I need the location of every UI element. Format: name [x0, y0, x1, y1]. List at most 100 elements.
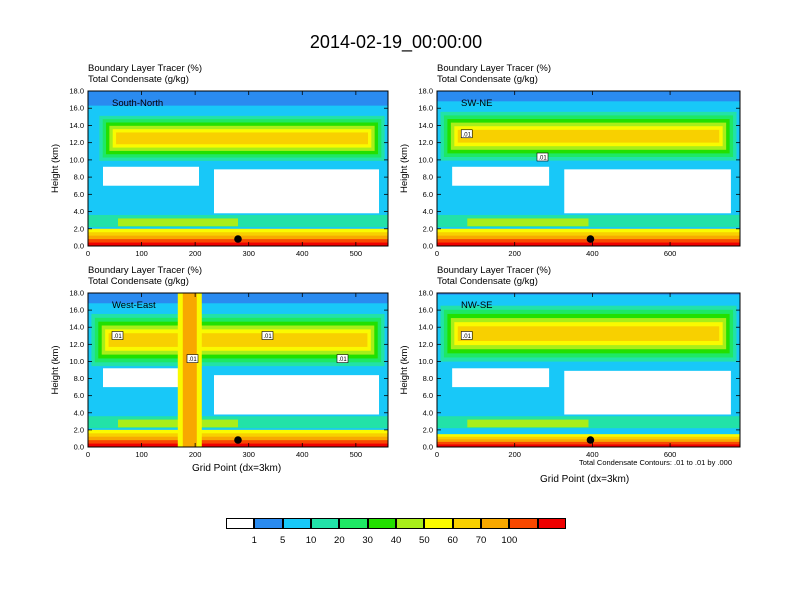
colorbar-swatch: [226, 518, 255, 529]
x-axis-title-right: Grid Point (dx=3km): [540, 474, 630, 485]
y-tick-label: 10.0: [69, 357, 84, 366]
upper-band-level: [457, 129, 720, 143]
colorbar-label: 1: [251, 535, 257, 546]
top-band: [437, 91, 740, 102]
colorbar-swatch: [537, 518, 566, 529]
y-tick-label: 10.0: [418, 155, 433, 164]
y-tick-label: 18.0: [69, 289, 84, 298]
panel-title-nwse-1: Boundary Layer Tracer (%): [437, 265, 552, 276]
x-tick-label: 0: [435, 249, 439, 258]
top-band: [88, 91, 388, 106]
location-marker: [586, 235, 595, 243]
y-tick-label: 6.0: [74, 391, 84, 400]
y-tick-label: 12.0: [418, 340, 433, 349]
clear-air-gap: [564, 370, 731, 415]
cross-section-label: South-North: [112, 98, 163, 109]
y-tick-label: 10.0: [418, 357, 433, 366]
y-tick-label: 2.0: [423, 224, 433, 233]
contour-label-box: [336, 354, 349, 363]
cross-section-label: NW-SE: [461, 300, 493, 311]
x-tick-label: 0: [86, 450, 90, 459]
x-tick-label: 600: [664, 249, 677, 258]
y-tick-label: 16.0: [69, 306, 84, 315]
y-tick-label: 4.0: [74, 207, 84, 216]
convective-column-core: [182, 293, 197, 447]
y-tick-label: 14.0: [69, 323, 84, 332]
colorbar-swatch: [481, 518, 510, 529]
y-axis-title: Height (km): [399, 144, 410, 193]
y-tick-label: 12.0: [69, 340, 84, 349]
clear-air-gap-left: [103, 368, 199, 388]
contour-label-box: [536, 152, 549, 162]
y-tick-label: 8.0: [74, 374, 84, 383]
field-layer: [88, 91, 388, 246]
x-tick-label: 200: [189, 450, 202, 459]
y-tick-label: 18.0: [418, 289, 433, 298]
contour-label: .01: [463, 334, 472, 340]
boundary-layer-level: [88, 242, 388, 246]
y-tick-label: 2.0: [423, 425, 433, 434]
contour-label: .01: [338, 357, 347, 363]
colorbar-label: 40: [390, 535, 402, 546]
field-layer: [437, 293, 740, 447]
plot-frame: [436, 90, 741, 247]
colorbar-label: 20: [334, 535, 345, 546]
y-tick-label: 0.0: [74, 242, 84, 251]
cross-section-label: SW-NE: [461, 98, 493, 109]
colorbar-swatch: [396, 518, 425, 529]
y-tick-label: 16.0: [418, 104, 433, 113]
location-marker: [234, 235, 242, 243]
x-tick-label: 200: [189, 249, 202, 258]
boundary-layer-level: [88, 429, 388, 434]
boundary-layer-level: [437, 434, 740, 438]
panel-title-swne-2: Total Condensate (g/kg): [437, 74, 538, 85]
contour-label-box: [186, 354, 199, 363]
y-tick-label: 10.0: [69, 155, 84, 164]
y-tick-label: 0.0: [423, 242, 433, 251]
x-tick-label: 400: [586, 249, 599, 258]
location-marker: [586, 436, 595, 444]
x-tick-label: 400: [586, 450, 599, 459]
x-tick-label: 400: [296, 249, 309, 258]
mid-band-core: [118, 218, 238, 227]
upper-band-level: [116, 132, 368, 145]
panel-west-east: 0.0 2.0 4.0 6.0 8.0 10.0 12.0 14.0 16.0 18.0 0 100 2…: [50, 289, 389, 459]
mid-band-core: [467, 419, 589, 428]
colorbar-label: 50: [419, 535, 430, 546]
colorbar-swatch: [311, 518, 340, 529]
panel-title-we-2: Total Condensate (g/kg): [88, 276, 189, 287]
boundary-layer-level: [88, 443, 388, 447]
mid-band-core: [467, 218, 589, 227]
y-axis-title: Height (km): [50, 345, 61, 394]
boundary-layer-level: [437, 242, 740, 246]
plot-frame: [87, 292, 389, 448]
cross-section-label: West-East: [112, 300, 156, 311]
boundary-layer-level: [437, 441, 740, 445]
contour-label: .01: [538, 156, 547, 162]
colorbar-label: 30: [362, 535, 373, 546]
y-tick-label: 18.0: [69, 87, 84, 96]
x-tick-label: 0: [86, 249, 90, 258]
y-tick-label: 6.0: [423, 391, 433, 400]
x-tick-label: 100: [135, 450, 148, 459]
clear-air-gap: [564, 169, 731, 214]
y-tick-label: 2.0: [74, 224, 84, 233]
colorbar-label: 10: [305, 535, 317, 546]
plot-frame: [436, 292, 741, 448]
y-tick-label: 0.0: [423, 443, 433, 452]
figure-title: 2014-02-19_00:00:00: [309, 32, 483, 52]
colorbar-labels: 1 5 10 20 30 40 50 60 70 100: [0, 535, 792, 549]
contour-label-box: [261, 331, 274, 340]
colorbar-swatch: [254, 518, 283, 529]
x-tick-label: 500: [350, 249, 363, 258]
panel-nw-se: 0.0 2.0 4.0 6.0 8.0 10.0 12.0 14.0 16.0 18.0 0 200 4…: [399, 289, 741, 459]
panel-title-sn-2: Total Condensate (g/kg): [88, 74, 189, 85]
y-tick-label: 16.0: [418, 306, 433, 315]
upper-band-level: [457, 326, 720, 341]
x-tick-label: 300: [242, 249, 255, 258]
y-tick-label: 8.0: [74, 173, 84, 182]
panel-title-nwse-2: Total Condensate (g/kg): [437, 276, 538, 287]
colorbar-label: 100: [501, 535, 518, 546]
contour-label: .01: [188, 357, 197, 363]
boundary-layer-level: [437, 232, 740, 237]
